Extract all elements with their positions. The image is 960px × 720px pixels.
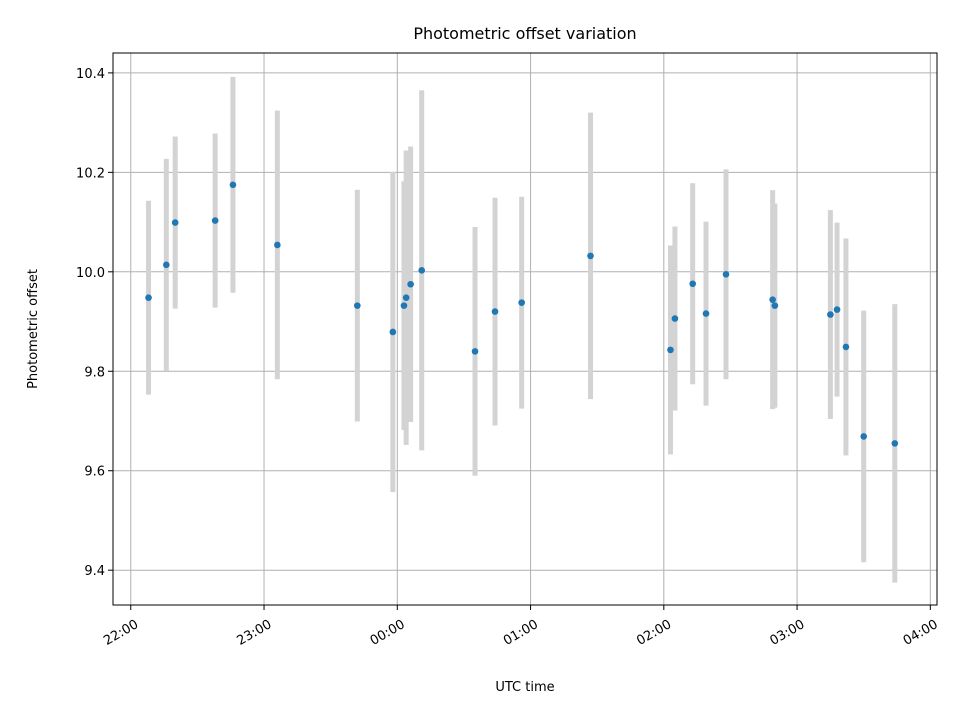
y-tick-label: 9.4: [84, 564, 105, 579]
x-tick-label: 04:00: [901, 617, 941, 649]
data-point: [833, 306, 841, 313]
chart-title: Photometric offset variation: [413, 24, 636, 43]
data-point: [274, 241, 281, 249]
x-tick-label: 23:00: [234, 617, 274, 649]
data-point: [587, 252, 594, 260]
data-point: [389, 328, 397, 336]
data-point: [827, 311, 834, 318]
y-tick-label: 9.8: [84, 365, 105, 380]
y-axis-label: Photometric offset: [26, 269, 41, 389]
plot-frame: [112, 52, 938, 606]
x-tick-label: 22:00: [101, 617, 141, 649]
x-tick-label: 01:00: [501, 617, 541, 649]
data-point: [400, 302, 408, 309]
data-point: [354, 302, 361, 309]
data-point: [171, 219, 179, 226]
data-point: [722, 270, 730, 278]
x-tick-label: 00:00: [368, 617, 408, 649]
data-point: [891, 440, 899, 447]
y-tick-label: 10.4: [76, 67, 105, 82]
data-point: [518, 299, 525, 306]
data-point: [860, 433, 868, 440]
y-tick-label: 9.6: [84, 465, 105, 480]
data-point: [418, 267, 426, 274]
grid-layer: [113, 53, 937, 605]
data-point: [407, 280, 414, 288]
data-point: [671, 315, 679, 322]
data-point: [491, 308, 499, 315]
data-point: [702, 310, 710, 317]
data-point: [163, 261, 170, 269]
data-point: [145, 294, 152, 301]
data-point: [842, 343, 850, 351]
y-tick-label: 10.2: [76, 166, 105, 181]
data-point: [229, 181, 237, 189]
data-point: [771, 302, 779, 309]
data-point: [471, 348, 479, 355]
data-point: [689, 280, 696, 288]
tick-layer: 22:00 23:00 00:00 01:00 02:00 03:00 04:00 9.4 9.…: [76, 67, 941, 649]
y-tick-label: 10.0: [76, 266, 105, 281]
x-tick-label: 03:00: [768, 617, 808, 649]
data-point: [211, 217, 219, 224]
data-point: [667, 346, 674, 354]
x-tick-label: 02:00: [634, 617, 674, 649]
data-point: [769, 296, 776, 303]
point-layer: [145, 181, 899, 447]
data-point: [402, 294, 410, 301]
x-axis-label: UTC time: [495, 680, 554, 695]
errorbar-layer: [146, 76, 898, 583]
